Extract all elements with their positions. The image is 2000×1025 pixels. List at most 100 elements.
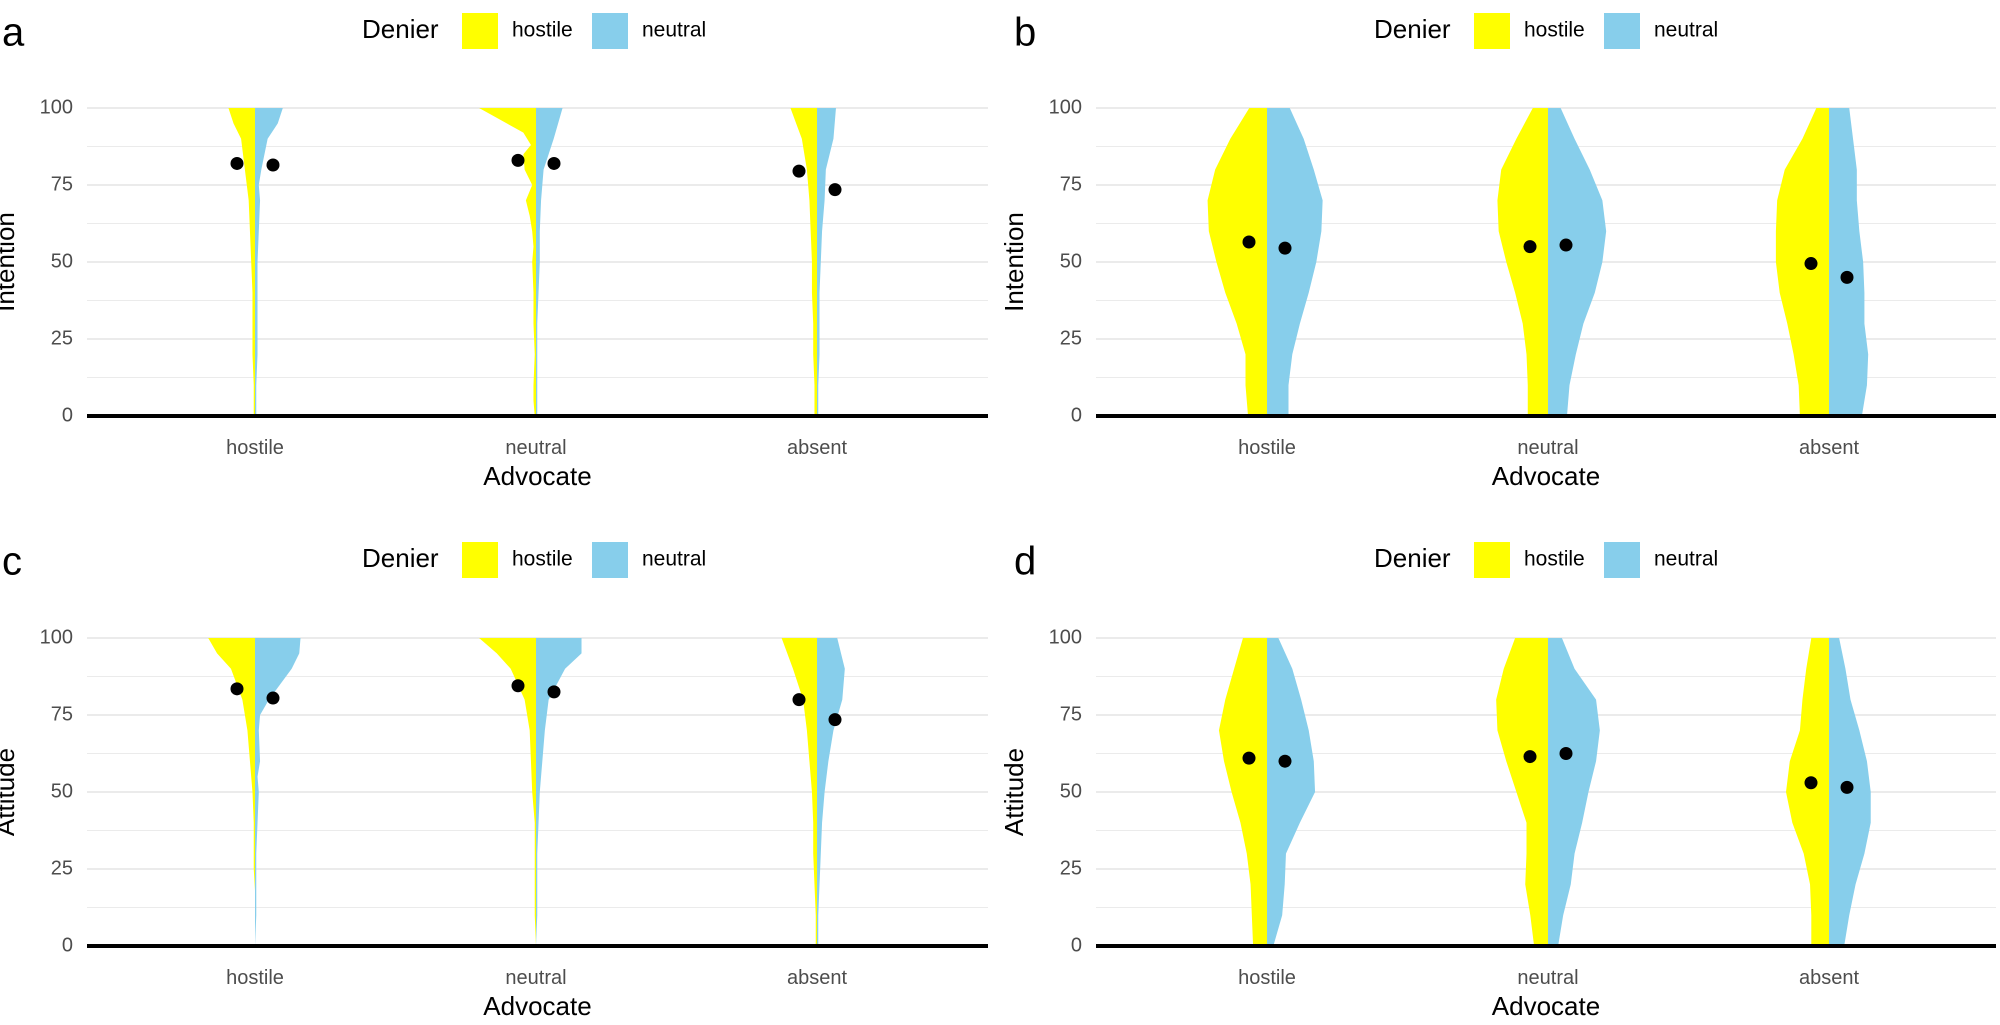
violin-neutral-absent xyxy=(817,638,845,946)
mean-point-neutral-absent xyxy=(828,183,842,197)
mean-point-neutral-hostile xyxy=(1278,754,1292,768)
y-axis-title: Intention xyxy=(999,212,1029,312)
y-tick-label: 100 xyxy=(40,96,73,118)
x-tick-label: hostile xyxy=(226,437,284,459)
x-axis-title: Advocate xyxy=(483,991,591,1021)
violin-hostile-hostile xyxy=(228,108,255,416)
x-tick-label: neutral xyxy=(1517,437,1578,459)
mean-point-neutral-neutral xyxy=(1559,747,1573,760)
mean-point-hostile-neutral xyxy=(511,153,525,167)
panel-label: c xyxy=(2,540,22,584)
mean-point-hostile-neutral xyxy=(1523,240,1537,254)
violin-hostile-absent xyxy=(1775,108,1829,416)
violin-neutral-neutral xyxy=(1548,638,1600,946)
y-tick-label: 100 xyxy=(1049,626,1082,648)
legend-key-neutral xyxy=(1604,542,1640,578)
legend-label-neutral: neutral xyxy=(642,548,706,571)
legend-title: Denier xyxy=(362,543,439,573)
violin-hostile-absent xyxy=(781,638,817,946)
y-tick-label: 75 xyxy=(51,173,73,195)
x-tick-label: hostile xyxy=(1238,967,1296,989)
mean-point-hostile-neutral xyxy=(1523,750,1537,764)
legend-label-neutral: neutral xyxy=(1654,19,1718,42)
violin-hostile-neutral xyxy=(1496,638,1548,946)
legend-key-neutral xyxy=(1604,13,1640,49)
x-axis-title: Advocate xyxy=(483,461,591,491)
x-tick-label: absent xyxy=(1799,967,1859,989)
y-tick-label: 25 xyxy=(51,857,73,879)
y-tick-label: 50 xyxy=(1060,780,1082,802)
violin-hostile-hostile xyxy=(1218,638,1267,946)
violin-neutral-hostile xyxy=(1267,108,1323,416)
y-tick-label: 75 xyxy=(1060,173,1082,195)
violin-neutral-absent xyxy=(1829,108,1869,416)
legend-key-hostile xyxy=(1474,13,1510,49)
legend-label-hostile: hostile xyxy=(1524,19,1585,42)
panel-label: b xyxy=(1014,11,1036,55)
x-tick-label: absent xyxy=(787,967,847,989)
mean-point-hostile-absent xyxy=(792,693,806,707)
mean-point-neutral-hostile xyxy=(266,158,280,172)
x-tick-label: hostile xyxy=(1238,437,1296,459)
violin-neutral-neutral xyxy=(536,638,582,946)
legend-label-hostile: hostile xyxy=(512,548,573,571)
mean-point-neutral-absent xyxy=(828,713,842,727)
violin-hostile-hostile xyxy=(1207,108,1267,416)
legend-label-neutral: neutral xyxy=(642,19,706,42)
mean-point-neutral-absent xyxy=(1840,780,1854,794)
legend-key-hostile xyxy=(462,542,498,578)
y-tick-label: 50 xyxy=(51,250,73,272)
y-tick-label: 0 xyxy=(62,934,73,956)
mean-point-hostile-hostile xyxy=(1242,235,1256,249)
mean-point-hostile-hostile xyxy=(1242,751,1256,765)
violin-hostile-hostile xyxy=(208,638,255,891)
panel-b: b Denier hostile neutral 0 25 50 75 100 hostile ne… xyxy=(999,11,1996,491)
violin-hostile-neutral xyxy=(1497,108,1548,416)
y-tick-label: 50 xyxy=(1060,250,1082,272)
y-axis-title: Intention xyxy=(0,212,20,312)
panel-a: a Denier hostile neutral 0 25 50 75 100 hostile ne… xyxy=(0,11,988,491)
mean-point-hostile-hostile xyxy=(230,156,244,170)
mean-point-neutral-neutral xyxy=(547,685,561,699)
mean-point-hostile-neutral xyxy=(511,679,525,693)
legend-key-hostile xyxy=(462,13,498,49)
violin-hostile-absent xyxy=(790,108,817,416)
mean-point-neutral-hostile xyxy=(1278,241,1292,255)
y-tick-label: 50 xyxy=(51,780,73,802)
legend-title: Denier xyxy=(1374,543,1451,573)
y-tick-label: 0 xyxy=(1071,404,1082,426)
legend-label-hostile: hostile xyxy=(512,19,573,42)
y-tick-label: 100 xyxy=(1049,96,1082,118)
y-tick-label: 25 xyxy=(51,327,73,349)
violin-neutral-absent xyxy=(817,108,836,416)
x-tick-label: neutral xyxy=(505,967,566,989)
panel-label: a xyxy=(2,11,25,55)
violin-neutral-neutral xyxy=(1548,108,1607,416)
legend-title: Denier xyxy=(1374,14,1451,44)
y-tick-label: 25 xyxy=(1060,857,1082,879)
y-tick-label: 100 xyxy=(40,626,73,648)
y-axis-title: Attitude xyxy=(999,748,1029,836)
violin-neutral-hostile xyxy=(255,638,301,946)
panel-d: d Denier hostile neutral 0 25 50 75 100 hostile ne… xyxy=(999,540,1996,1021)
x-axis-title: Advocate xyxy=(1492,991,1600,1021)
violin-hostile-absent xyxy=(1786,638,1829,946)
violin-neutral-hostile xyxy=(1267,638,1316,946)
x-tick-label: absent xyxy=(1799,437,1859,459)
legend-label-neutral: neutral xyxy=(1654,548,1718,571)
y-tick-label: 0 xyxy=(1071,934,1082,956)
y-tick-label: 0 xyxy=(62,404,73,426)
legend-key-neutral xyxy=(592,542,628,578)
panel-c: c Denier hostile neutral 0 25 50 75 100 hostile ne… xyxy=(0,540,988,1021)
legend-key-hostile xyxy=(1474,542,1510,578)
mean-point-neutral-neutral xyxy=(547,156,561,170)
y-tick-label: 25 xyxy=(1060,327,1082,349)
x-tick-label: neutral xyxy=(1517,967,1578,989)
mean-point-hostile-absent xyxy=(792,164,806,178)
mean-point-neutral-neutral xyxy=(1559,238,1573,252)
legend-label-hostile: hostile xyxy=(1524,548,1585,571)
violin-neutral-neutral xyxy=(536,108,563,416)
mean-point-neutral-absent xyxy=(1840,270,1854,284)
x-tick-label: hostile xyxy=(226,967,284,989)
